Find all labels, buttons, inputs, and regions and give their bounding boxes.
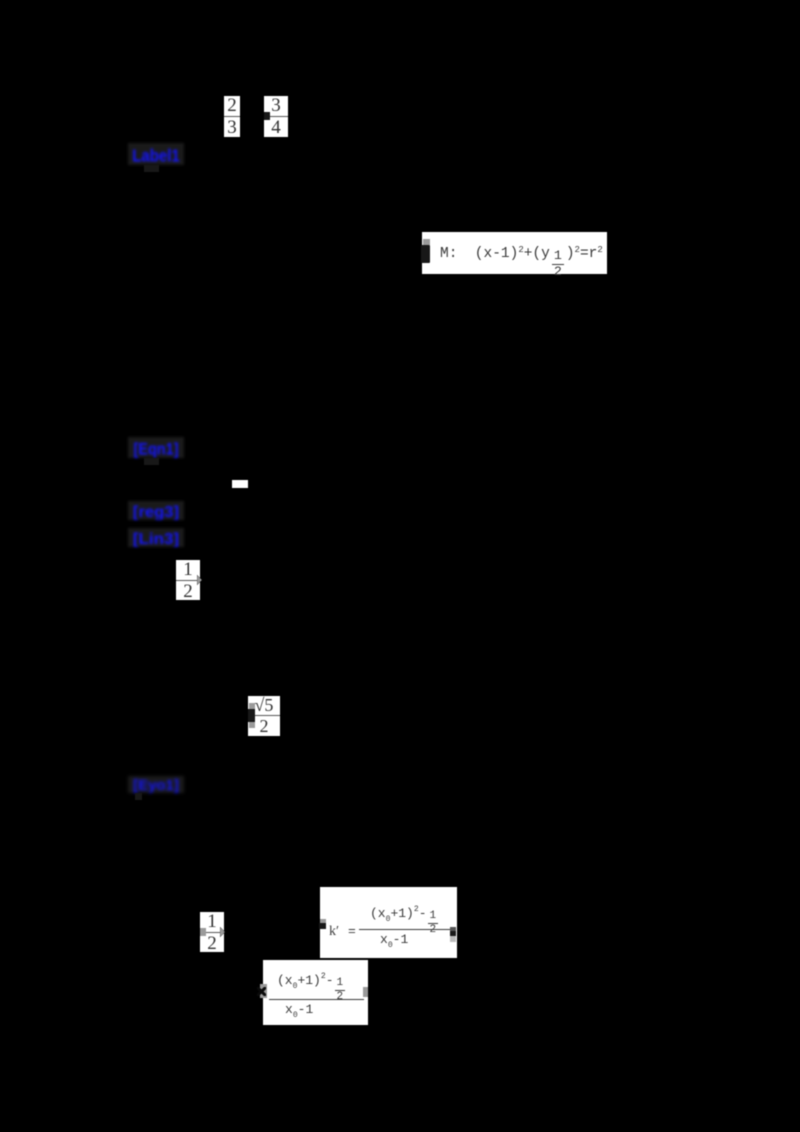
svg-text:[Eqn1]: [Eqn1] <box>133 439 178 458</box>
svg-text:Label1: Label1 <box>132 145 180 165</box>
svg-text:[Lin3]: [Lin3] <box>133 531 179 547</box>
svg-text:[Eyo1]: [Eyo1] <box>133 777 179 793</box>
svg-text:[reg3]: [reg3] <box>133 504 179 520</box>
